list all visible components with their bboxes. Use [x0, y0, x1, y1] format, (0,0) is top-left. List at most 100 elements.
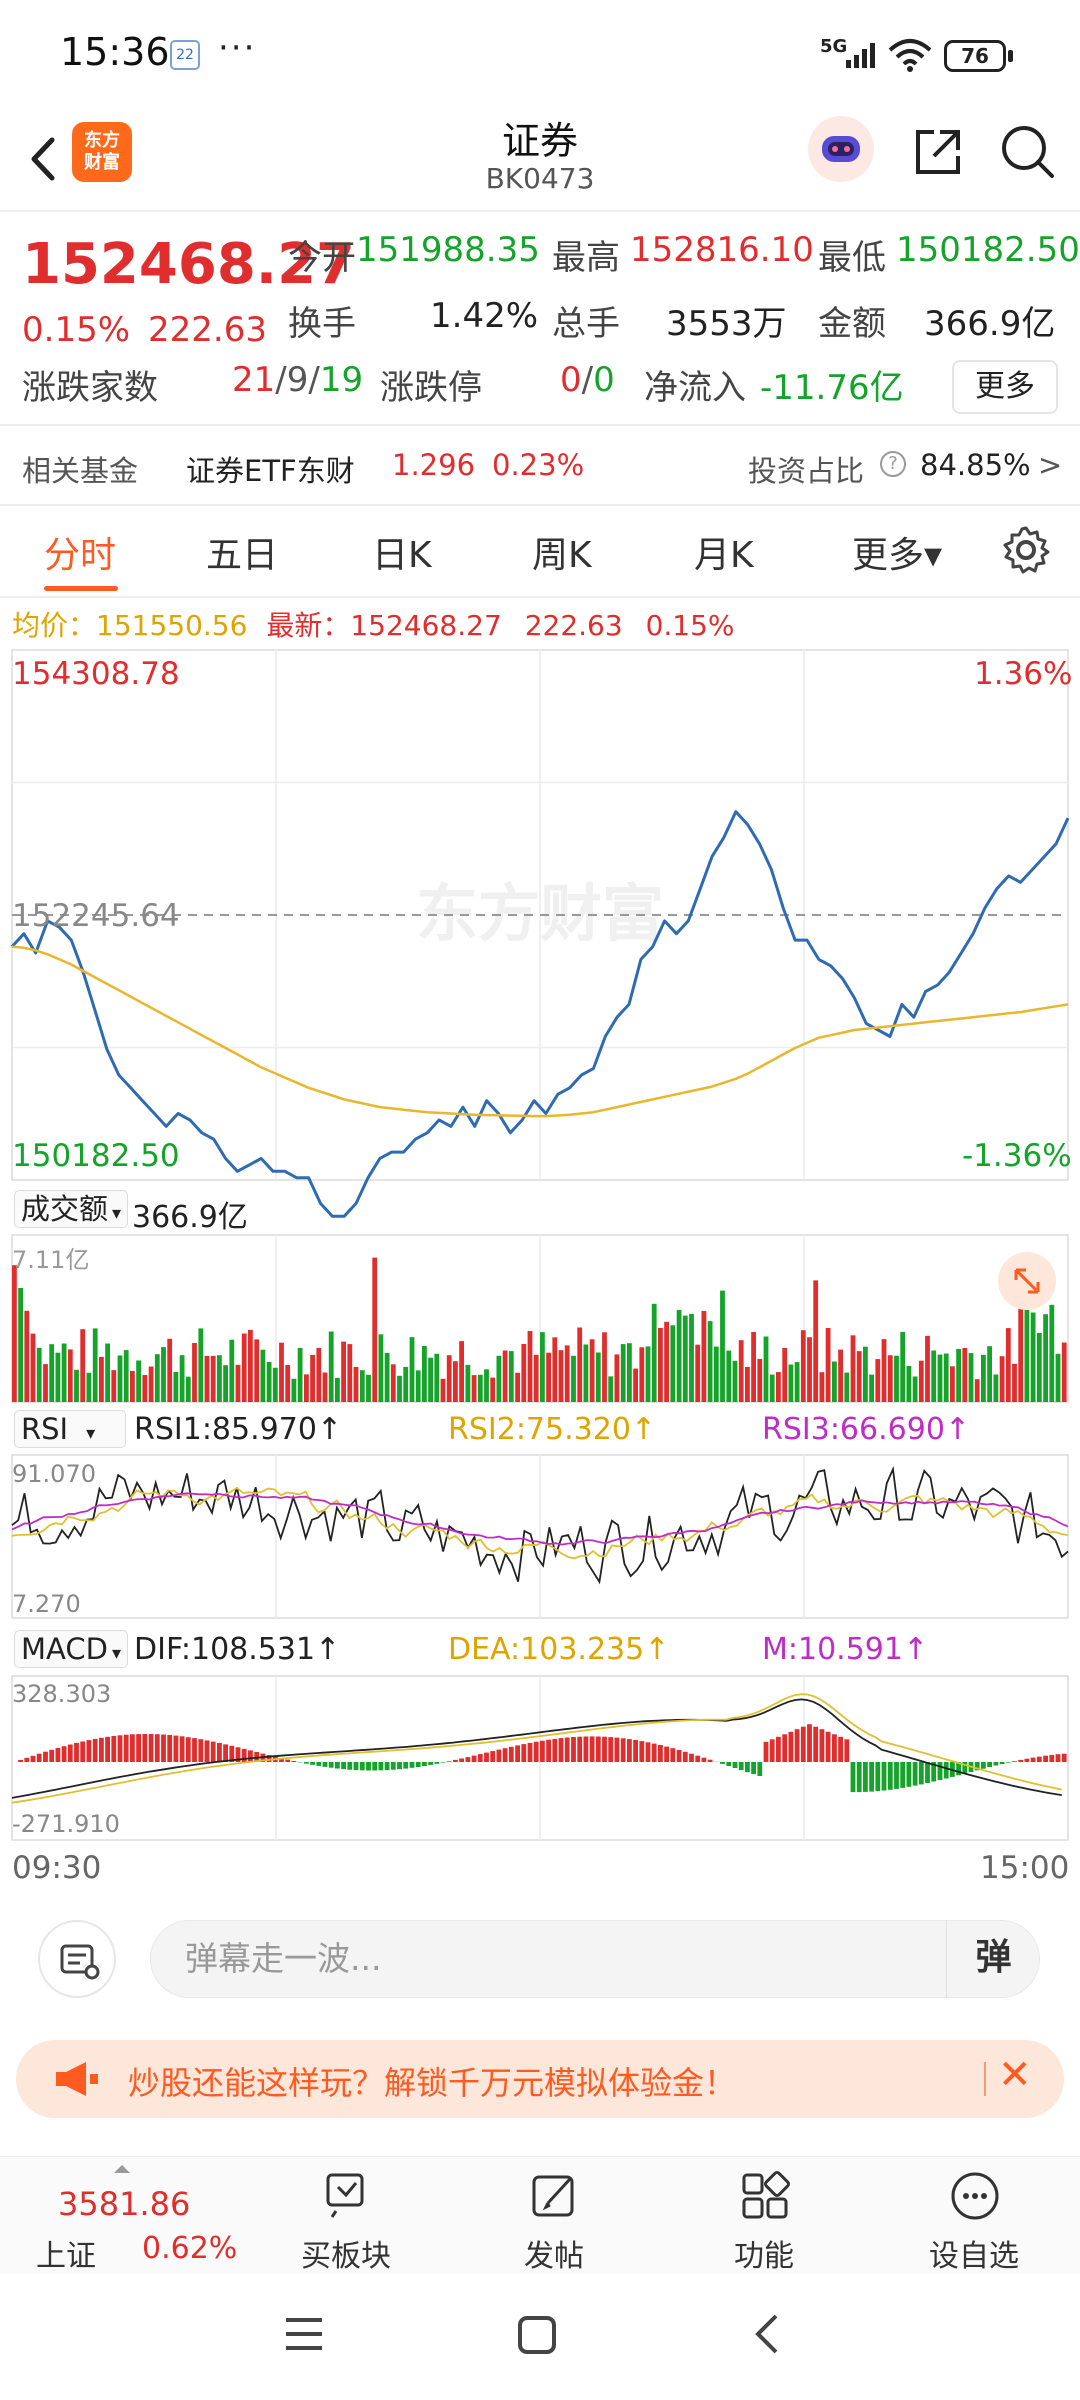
volume-bar: [18, 1288, 23, 1402]
back-nav-icon[interactable]: [752, 2312, 782, 2356]
system-nav-bar: [0, 2274, 1080, 2400]
volume-bar: [1018, 1293, 1024, 1402]
macd-indicator-select[interactable]: MACD ▾: [14, 1630, 128, 1668]
volume-bar: [738, 1340, 744, 1402]
macd-bar: [61, 1746, 67, 1762]
volume-bar: [43, 1364, 48, 1402]
macd-bar: [67, 1744, 73, 1762]
macd-bar: [670, 1748, 676, 1762]
volume-bar: [1030, 1312, 1036, 1402]
rsi3-label: RSI3:66.690↑: [762, 1412, 971, 1447]
menu-icon[interactable]: [282, 2314, 326, 2354]
dif-label: DIF:108.531↑: [134, 1632, 341, 1667]
tab-five-day[interactable]: 五日: [206, 535, 279, 576]
nav-post[interactable]: 发帖: [484, 2157, 624, 2275]
index-name[interactable]: 上证: [36, 2239, 96, 2274]
macd-bar: [825, 1731, 831, 1762]
y-top-label: 154308.78: [12, 656, 180, 692]
macd-bar: [422, 1762, 427, 1766]
volume-bar: [428, 1357, 433, 1402]
macd-bar: [943, 1762, 949, 1779]
volume-bar: [390, 1364, 396, 1402]
help-icon[interactable]: ?: [880, 451, 906, 477]
fund-name[interactable]: 证券ETF东财: [186, 454, 355, 488]
more-button[interactable]: 更多: [952, 360, 1058, 414]
macd-bar: [328, 1762, 334, 1768]
share-icon[interactable]: [910, 124, 966, 180]
price-chart: [10, 810, 1070, 1218]
rsi-indicator-select[interactable]: RSI ▾: [14, 1410, 126, 1448]
close-icon[interactable]: ✕: [998, 2052, 1032, 2098]
tab-intraday[interactable]: 分时: [44, 535, 117, 576]
volume-bar: [154, 1354, 160, 1402]
volume-bar: [645, 1346, 651, 1402]
danmu-bar: 弹幕走一波... 弹: [0, 1900, 1080, 2020]
volume-bar: [285, 1365, 291, 1402]
index-value[interactable]: 3581.86: [58, 2185, 191, 2223]
status-bar: 15:36 22 ··· 5G 76: [0, 0, 1080, 110]
macd-bar: [707, 1759, 713, 1762]
danmu-settings-icon[interactable]: [38, 1920, 116, 1998]
bottom-nav: 3581.86 上证 0.62% 买板块 发帖 功能 设自选: [0, 2156, 1080, 2274]
intraday-chart[interactable]: 东方财富: [0, 640, 1080, 1880]
macd-bar: [1005, 1762, 1011, 1763]
inflow-label: 净流入: [644, 368, 746, 408]
volume-bar: [403, 1366, 409, 1402]
volume-bar: [210, 1355, 216, 1402]
related-fund-row[interactable]: 相关基金 证券ETF东财 1.296 0.23% 投资占比 ? 84.85% >: [0, 432, 1080, 502]
rsi2-label: RSI2:75.320↑: [448, 1412, 657, 1447]
volume-bar: [832, 1361, 837, 1402]
assistant-robot-icon[interactable]: [808, 116, 874, 182]
home-icon[interactable]: [516, 2314, 558, 2356]
tab-more[interactable]: 更多▾: [852, 535, 943, 576]
volume-bar: [695, 1344, 701, 1402]
chevron-right-icon[interactable]: >: [1038, 448, 1063, 482]
expand-icon[interactable]: [998, 1252, 1056, 1310]
macd-bar: [931, 1762, 937, 1782]
chart-grid: [11, 649, 1069, 1841]
macd-bar: [496, 1749, 502, 1762]
index-pct[interactable]: 0.62%: [142, 2231, 238, 2266]
volume-bar: [906, 1366, 912, 1402]
volume-bar: [173, 1372, 179, 1402]
amount-label: 金额: [818, 304, 886, 344]
macd-bar: [316, 1762, 322, 1766]
volume-bar: [372, 1257, 378, 1402]
macd-bar: [627, 1739, 632, 1762]
volume-indicator-select[interactable]: 成交额 ▾: [14, 1190, 129, 1228]
danmu-input[interactable]: 弹幕走一波...: [150, 1920, 1040, 1998]
macd-bar: [210, 1741, 216, 1762]
promo-banner[interactable]: 炒股还能这样玩？解锁千万元模拟体验金！ ✕: [16, 2040, 1064, 2118]
volume-bar: [310, 1354, 315, 1402]
nav-add-watchlist[interactable]: 设自选: [904, 2157, 1044, 2275]
search-icon[interactable]: [998, 122, 1058, 182]
limit-value: 0/0: [560, 360, 615, 400]
avg-series-line: [11, 945, 1069, 1118]
nav-buy-sector[interactable]: 买板块: [276, 2157, 416, 2275]
danmu-send-button[interactable]: 弹: [946, 1920, 1040, 1998]
macd-bar: [440, 1762, 446, 1763]
macd-bar: [875, 1762, 881, 1792]
y-mid-label: 152245.64: [12, 898, 180, 934]
gear-icon[interactable]: [1000, 524, 1052, 576]
macd-bar: [248, 1750, 253, 1762]
volume-bar: [61, 1343, 67, 1402]
volume-bar: [1049, 1304, 1055, 1402]
tab-weekly-k[interactable]: 周K: [532, 535, 592, 576]
rsi-min-label: 7.270: [12, 1590, 81, 1618]
volume-bar: [353, 1367, 359, 1402]
avg-value: 151550.56: [96, 609, 248, 642]
volume-bar: [36, 1347, 42, 1402]
macd-chart: [11, 1693, 1067, 1804]
tab-monthly-k[interactable]: 月K: [694, 535, 754, 576]
volume-bar: [664, 1321, 669, 1402]
turnover-label: 换手: [288, 304, 356, 344]
macd-bar: [807, 1724, 812, 1762]
app-header: 东方 财富 证券 BK0473: [0, 110, 1080, 210]
macd-bar: [453, 1759, 458, 1762]
tab-daily-k[interactable]: 日K: [372, 535, 432, 576]
back-icon[interactable]: [20, 124, 70, 194]
macd-bar: [639, 1741, 645, 1762]
app-logo[interactable]: 东方 财富: [72, 122, 132, 182]
nav-function[interactable]: 功能: [694, 2157, 834, 2275]
